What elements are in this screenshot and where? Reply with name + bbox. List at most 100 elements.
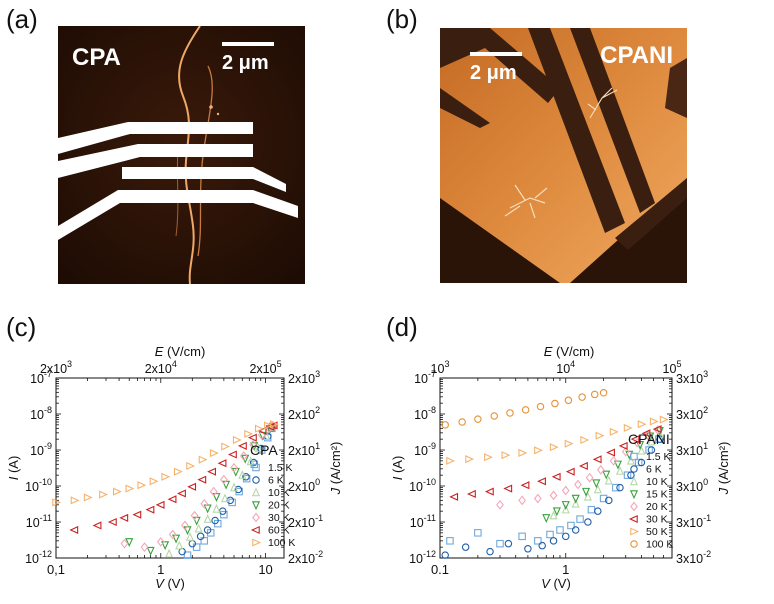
data-point xyxy=(156,537,165,547)
legend-marker xyxy=(252,538,262,547)
legend-label: 15 K xyxy=(646,489,668,501)
legend-marker xyxy=(251,501,261,511)
data-point xyxy=(203,514,212,523)
data-point xyxy=(196,532,205,541)
data-point xyxy=(446,456,456,465)
data-point xyxy=(172,534,181,544)
data-point xyxy=(592,455,602,464)
legend-label: 60 K xyxy=(268,525,290,537)
panel-label-d: (d) xyxy=(386,312,418,342)
data-point xyxy=(565,467,575,476)
data-point xyxy=(137,481,147,490)
data-point xyxy=(551,472,561,481)
data-point xyxy=(596,465,605,475)
data-point xyxy=(571,498,580,508)
legend-label: 1.5 K xyxy=(268,462,293,474)
data-point xyxy=(549,443,559,452)
data-point xyxy=(230,462,238,473)
data-point xyxy=(637,420,647,429)
legend-label: 1.5 K xyxy=(646,451,671,463)
data-point xyxy=(200,537,209,545)
data-point xyxy=(125,538,134,548)
legend-label: 6 K xyxy=(646,464,662,476)
data-point xyxy=(630,435,640,444)
data-point xyxy=(200,498,209,509)
data-point xyxy=(197,475,207,484)
data-point xyxy=(623,471,632,479)
data-point xyxy=(623,423,633,432)
data-point xyxy=(571,526,580,534)
data-point xyxy=(561,485,570,496)
data-point xyxy=(552,507,561,517)
legend-title: CPA xyxy=(250,442,278,458)
data-point xyxy=(212,503,221,513)
data-point xyxy=(659,415,669,424)
afm-cpa-graphic xyxy=(58,26,305,284)
data-point xyxy=(220,493,230,503)
data-point xyxy=(198,455,208,464)
legend-marker xyxy=(251,487,261,497)
x2-tick-label: 2x105 xyxy=(249,359,281,376)
data-point xyxy=(69,525,79,535)
data-point xyxy=(581,487,591,497)
data-point xyxy=(112,487,122,496)
data-point xyxy=(52,498,62,507)
data-point xyxy=(484,487,494,496)
x-tick-label: 0.1 xyxy=(431,562,449,577)
data-points xyxy=(441,388,669,559)
data-points xyxy=(52,420,279,559)
data-point xyxy=(490,412,498,420)
afm-title-cpani: CPANI xyxy=(600,42,673,69)
data-point xyxy=(634,458,643,467)
data-point xyxy=(120,538,129,549)
data-point xyxy=(561,504,570,514)
data-point xyxy=(584,518,592,526)
data-point xyxy=(221,442,231,451)
legend-marker xyxy=(252,512,260,523)
data-point xyxy=(246,456,255,466)
data-point xyxy=(264,421,273,430)
x-tick-label: 1 xyxy=(157,562,164,577)
data-point xyxy=(192,543,201,551)
legend-label: 100 K xyxy=(268,537,295,549)
legend-title: CPANI xyxy=(628,431,670,447)
legend-label: 10 K xyxy=(268,487,290,499)
y-tick-label: 10-8 xyxy=(30,405,52,422)
x2-tick-label: 2x103 xyxy=(40,359,72,376)
panel-label-b: (b) xyxy=(386,4,418,34)
data-point xyxy=(574,479,582,490)
data-point xyxy=(637,445,646,455)
data-point xyxy=(521,406,530,414)
data-point xyxy=(524,545,532,553)
data-point xyxy=(618,441,628,450)
legend-marker xyxy=(630,452,638,461)
data-point xyxy=(578,461,588,471)
y2-tick-label: 2x10-2 xyxy=(288,549,323,566)
data-point xyxy=(461,543,470,551)
legend-marker xyxy=(629,476,639,486)
data-point xyxy=(239,451,248,461)
data-point xyxy=(466,489,476,499)
y-tick-label: 10-11 xyxy=(410,513,436,530)
y-tick-label: 10-9 xyxy=(414,441,436,458)
legend-marker xyxy=(629,490,639,500)
panel-label-c: (c) xyxy=(6,312,37,342)
data-point xyxy=(465,455,475,464)
data-point xyxy=(242,473,250,481)
data-point xyxy=(209,449,219,458)
data-point xyxy=(258,446,266,454)
legend-label: 30 K xyxy=(646,514,668,526)
data-point xyxy=(474,415,482,423)
data-point xyxy=(627,471,635,479)
data-point xyxy=(140,542,149,553)
data-point xyxy=(207,467,217,476)
data-point xyxy=(222,480,231,490)
data-point xyxy=(217,459,227,468)
data-point xyxy=(99,490,108,499)
scale-label-a: 2 μm xyxy=(222,52,269,74)
legend-marker xyxy=(630,501,638,512)
data-point xyxy=(249,439,257,450)
data-point xyxy=(228,498,236,507)
data-point xyxy=(606,448,615,457)
data-point xyxy=(594,507,602,515)
